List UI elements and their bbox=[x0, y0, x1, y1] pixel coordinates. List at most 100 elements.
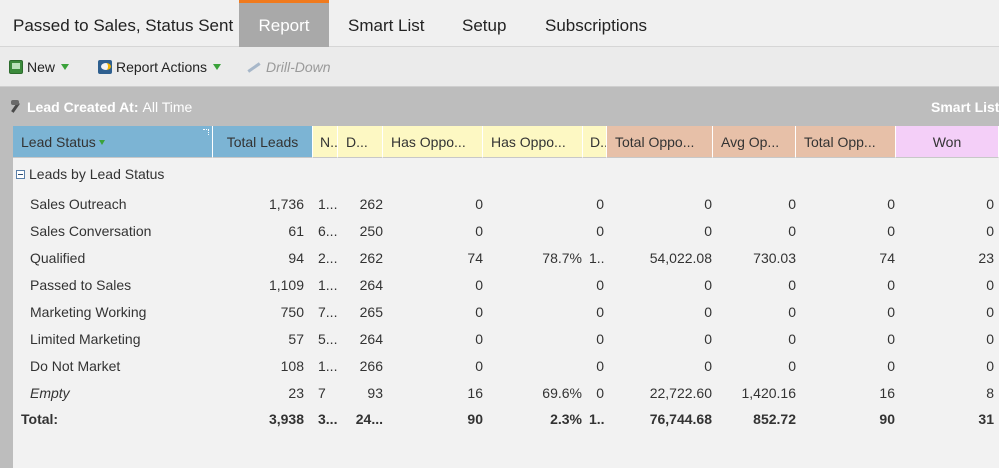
table-cell: 0 bbox=[596, 196, 604, 212]
new-button-label: New bbox=[27, 59, 56, 75]
column-header-total-opp[interactable]: Total Opp... bbox=[796, 126, 896, 158]
chevron-down-icon bbox=[61, 64, 70, 70]
chevron-down-icon bbox=[98, 140, 105, 145]
table-cell: 1,420.16 bbox=[741, 385, 797, 401]
table-cell: 1... bbox=[318, 196, 338, 212]
lead-created-filter[interactable]: Lead Created At: All Time bbox=[9, 99, 192, 115]
table-row[interactable]: Sales Outreach 1,736 1... 262 0 0 0 0 0 0 bbox=[13, 191, 999, 218]
report-actions-button[interactable]: Report Actions bbox=[98, 58, 222, 76]
new-icon bbox=[9, 60, 23, 74]
table-cell: 0 bbox=[475, 223, 483, 239]
tab-passed-to-sales[interactable]: Passed to Sales, Status Sent bbox=[13, 16, 234, 35]
column-header-has-opportunity[interactable]: Has Oppo... bbox=[383, 126, 483, 158]
tab-bar: Passed to Sales, Status Sent Report Smar… bbox=[0, 0, 999, 47]
table-cell: 0 bbox=[704, 196, 712, 212]
column-menu-icon[interactable] bbox=[203, 129, 209, 135]
table-cell: 0 bbox=[704, 304, 712, 320]
table-cell: 0 bbox=[704, 223, 712, 239]
table-cell: 57 bbox=[288, 331, 304, 347]
table-cell: 0 bbox=[986, 223, 994, 239]
table-row[interactable]: Passed to Sales 1,109 1... 264 0 0 0 0 0 0 bbox=[13, 272, 999, 299]
table-cell: 90 bbox=[879, 411, 895, 427]
row-label: Marketing Working bbox=[30, 304, 147, 320]
column-header-total-opportunity[interactable]: Total Oppo... bbox=[607, 126, 713, 158]
filter-bar: Lead Created At: All Time Smart List: bbox=[0, 87, 999, 126]
table-cell: 262 bbox=[359, 250, 383, 266]
table-cell: 24... bbox=[355, 411, 383, 427]
total-row[interactable]: Total: 3,938 3... 24... 90 2.3% 1... 76,744.68 8… bbox=[13, 406, 999, 433]
table-cell: 265 bbox=[359, 304, 383, 320]
table-cell: 0 bbox=[475, 304, 483, 320]
smart-list-filter[interactable]: Smart List: bbox=[931, 99, 999, 115]
column-header-d[interactable]: D... bbox=[338, 126, 383, 158]
table-cell: 23 bbox=[978, 250, 994, 266]
drill-down-button[interactable]: Drill-Down bbox=[246, 58, 331, 76]
table-cell: 0 bbox=[596, 385, 604, 401]
table-cell: 0 bbox=[788, 277, 796, 293]
column-header-won[interactable]: Won bbox=[896, 126, 999, 158]
collapse-icon[interactable] bbox=[16, 169, 25, 179]
tab-smart-list[interactable]: Smart List bbox=[348, 16, 425, 35]
table-cell: 2... bbox=[318, 250, 338, 266]
table-cell: 76,744.68 bbox=[649, 411, 712, 427]
table-cell: 0 bbox=[986, 277, 994, 293]
table-cell: 6... bbox=[318, 223, 338, 239]
table-cell: 3... bbox=[318, 411, 338, 427]
table-row[interactable]: Marketing Working 750 7... 265 0 0 0 0 0 0 bbox=[13, 299, 999, 326]
column-header-total-leads[interactable]: Total Leads bbox=[213, 126, 313, 158]
table-cell: 0 bbox=[704, 331, 712, 347]
table-cell: 0 bbox=[596, 304, 604, 320]
tab-report[interactable]: Report bbox=[239, 0, 329, 47]
table-cell: 0 bbox=[788, 358, 796, 374]
table-cell: 0 bbox=[475, 331, 483, 347]
column-header-avg-opportunity[interactable]: Avg Op... bbox=[713, 126, 796, 158]
table-cell: 74 bbox=[879, 250, 895, 266]
table-cell: 1,736 bbox=[268, 196, 304, 212]
tab-setup[interactable]: Setup bbox=[462, 16, 507, 35]
table-cell: 0 bbox=[887, 223, 895, 239]
tab-subscriptions[interactable]: Subscriptions bbox=[545, 16, 648, 35]
row-label: Do Not Market bbox=[30, 358, 121, 374]
table-cell: 0 bbox=[704, 358, 712, 374]
table-cell bbox=[493, 353, 582, 380]
column-header-has-opportunity-percent[interactable]: Has Oppo... bbox=[483, 126, 583, 158]
table-row[interactable]: Sales Conversation 61 6... 250 0 0 0 0 0 0 bbox=[13, 218, 999, 245]
column-header-lead-status[interactable]: Lead Status bbox=[13, 126, 213, 158]
table-cell: 0 bbox=[986, 358, 994, 374]
table-row[interactable]: Do Not Market 108 1... 266 0 0 0 0 0 0 bbox=[13, 353, 999, 380]
table-row[interactable]: Limited Marketing 57 5... 264 0 0 0 0 0 0 bbox=[13, 326, 999, 353]
report-actions-label: Report Actions bbox=[116, 59, 208, 75]
table-cell: 7... bbox=[318, 304, 338, 320]
filter-value: All Time bbox=[142, 99, 193, 115]
table-cell: 94 bbox=[288, 250, 304, 266]
table-cell: 61 bbox=[288, 223, 304, 239]
table-cell: 16 bbox=[879, 385, 895, 401]
table-cell: 264 bbox=[359, 277, 383, 293]
table-cell: 7 bbox=[318, 385, 326, 401]
column-header-label: Lead Status bbox=[21, 134, 96, 150]
column-header-n[interactable]: N... bbox=[313, 126, 338, 158]
table-cell: 0 bbox=[986, 304, 994, 320]
table-cell: 78.7% bbox=[542, 250, 582, 266]
table-row[interactable]: Qualified 94 2... 262 74 78.7% 1... 54,022.08 73… bbox=[13, 245, 999, 272]
filter-label: Lead Created At: bbox=[27, 99, 139, 115]
table-cell bbox=[493, 299, 582, 326]
table-cell: 1... bbox=[589, 411, 604, 427]
column-header-d2[interactable]: D... bbox=[583, 126, 607, 158]
table-cell: 69.6% bbox=[542, 385, 582, 401]
row-label: Passed to Sales bbox=[30, 277, 132, 293]
table-cell: 74 bbox=[467, 250, 483, 266]
row-label: Qualified bbox=[30, 250, 86, 266]
table-cell: 0 bbox=[887, 277, 895, 293]
table-cell: 0 bbox=[704, 277, 712, 293]
row-label: Sales Outreach bbox=[30, 196, 127, 212]
table-row[interactable]: Empty 23 7 93 16 69.6% 0 22,722.60 1,420.16 16 8 bbox=[13, 380, 999, 407]
table-cell: 2.3% bbox=[550, 411, 582, 427]
table-cell bbox=[493, 272, 582, 299]
table-cell: 0 bbox=[986, 196, 994, 212]
table-cell: 0 bbox=[475, 358, 483, 374]
total-label: Total: bbox=[21, 411, 59, 427]
new-button[interactable]: New bbox=[9, 58, 70, 76]
table-cell: 0 bbox=[887, 304, 895, 320]
table-cell: 16 bbox=[467, 385, 483, 401]
